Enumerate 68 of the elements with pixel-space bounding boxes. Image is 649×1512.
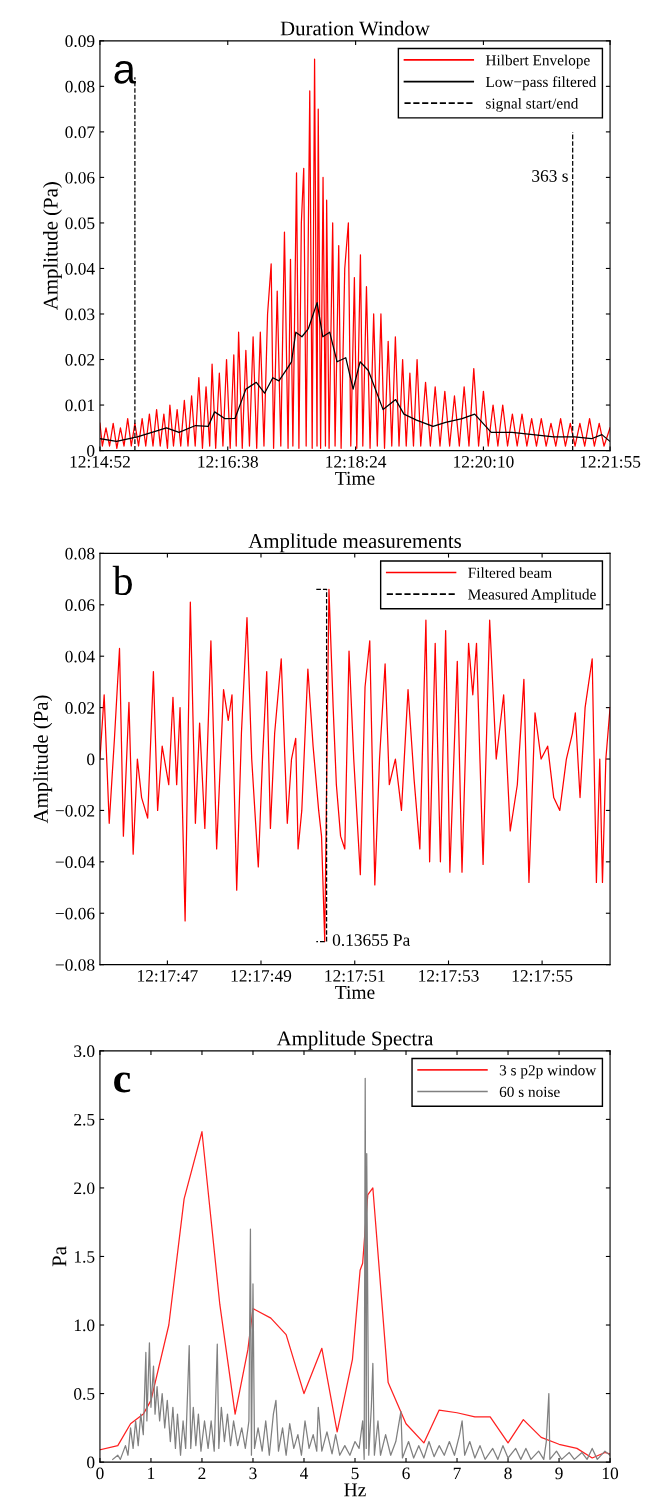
y-tick-label: 3.0 <box>74 1045 95 1058</box>
x-tick-label: 12:17:55 <box>512 970 573 982</box>
chart-title: Duration Window <box>280 20 430 36</box>
annotation: b <box>112 565 132 596</box>
y-tick-label: −0.02 <box>55 804 95 817</box>
x-axis-title: Hz <box>344 1483 366 1497</box>
y-tick-label: 0.06 <box>65 171 95 184</box>
annotation: a <box>114 60 136 84</box>
x-tick-label: 2 <box>198 1467 206 1480</box>
legend-label: Hilbert Envelope <box>485 54 590 69</box>
x-tick-label: 12:17:49 <box>231 970 292 982</box>
legend-label: Low−pass filtered <box>485 76 597 91</box>
y-tick-label: 0.09 <box>65 35 95 48</box>
legend-label: 3 s p2p window <box>499 1064 597 1079</box>
y-axis-title: Amplitude (Pa) <box>33 695 53 824</box>
chart-title: Amplitude Spectra <box>276 1030 434 1050</box>
x-tick-label: 12:20:10 <box>454 455 514 468</box>
y-tick-label: −0.04 <box>55 856 95 869</box>
y-tick-label: 0.01 <box>65 399 95 412</box>
y-tick-label: 0.08 <box>65 80 95 93</box>
x-tick-label: 12:16:38 <box>198 455 258 468</box>
annotation: 0.13655 Pa <box>332 934 411 946</box>
y-tick-label: 2.5 <box>74 1113 95 1126</box>
annotation: 363 s <box>532 170 568 182</box>
x-tick-label: 0 <box>96 1467 104 1480</box>
y-tick-label: 0.03 <box>65 308 95 321</box>
annotation: c <box>114 1072 131 1093</box>
x-axis-title: Time <box>335 985 375 999</box>
y-tick-label: 0.05 <box>65 217 95 230</box>
y-tick-label: 0 <box>87 445 95 457</box>
x-tick-label: 12:17:51 <box>325 970 385 982</box>
y-tick-label: 1.5 <box>74 1251 95 1263</box>
x-tick-label: 5 <box>351 1467 359 1480</box>
y-tick-label: −0.06 <box>55 907 95 920</box>
legend-label: signal start/end <box>486 97 579 112</box>
x-tick-label: 10 <box>602 1467 619 1480</box>
x-tick-label: 12:17:53 <box>419 970 479 982</box>
x-axis-title: Time <box>335 471 375 485</box>
y-tick-label: 0.07 <box>65 126 95 139</box>
y-tick-label: 1.0 <box>74 1319 95 1332</box>
y-axis-title: Pa <box>52 1246 67 1267</box>
y-axis-title: Amplitude (Pa) <box>43 182 62 311</box>
y-tick-label: 0.04 <box>65 650 95 663</box>
x-tick-label: 4 <box>299 1467 309 1480</box>
x-tick-label: 6 <box>402 1467 410 1480</box>
x-tick-label: 3 <box>249 1467 257 1480</box>
y-tick-label: 0.02 <box>65 702 95 714</box>
x-tick-label: 9 <box>555 1467 563 1480</box>
y-tick-label: 0.06 <box>65 599 95 612</box>
legend-label: Filtered beam <box>468 567 552 578</box>
x-tick-label: 12:17:47 <box>138 970 198 982</box>
x-tick-label: 8 <box>504 1467 512 1480</box>
y-tick-label: 2.0 <box>74 1182 95 1195</box>
x-tick-label: 12:18:24 <box>326 455 387 468</box>
legend-label: 60 s noise <box>499 1086 560 1098</box>
y-tick-label: 0 <box>87 753 95 766</box>
y-tick-label: 0 <box>87 1456 95 1469</box>
y-tick-label: 0.02 <box>65 354 95 366</box>
x-tick-label: 12:21:55 <box>580 455 641 468</box>
legend-label: Measured Amplitude <box>468 588 596 603</box>
chart-title: Amplitude measurements <box>248 533 461 553</box>
y-tick-label: 0.08 <box>65 547 95 560</box>
y-tick-label: 0.04 <box>65 262 95 275</box>
x-tick-label: 1 <box>148 1467 155 1480</box>
y-tick-label: −0.08 <box>55 959 95 971</box>
x-tick-label: 7 <box>453 1467 461 1480</box>
y-tick-label: 0.5 <box>74 1388 95 1400</box>
x-tick-label: 12:14:52 <box>70 455 130 468</box>
